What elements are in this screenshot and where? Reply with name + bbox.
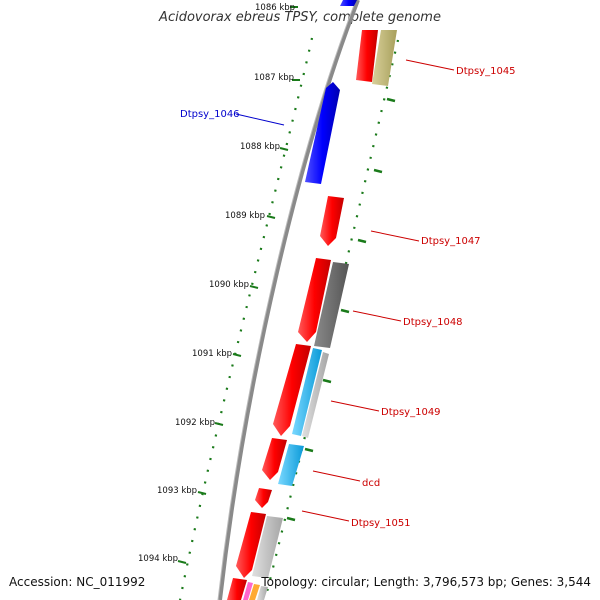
gene-dtpsy-1049-gray[interactable]	[302, 352, 329, 438]
gene-label-dtpsy-1049[interactable]: Dtpsy_1049	[381, 407, 441, 418]
tick-mark	[177, 560, 187, 564]
tick-label: 1087 kbp	[254, 73, 294, 83]
gene-dcd-cyan[interactable]	[278, 444, 304, 486]
gene-label-dtpsy-1051[interactable]: Dtpsy_1051	[351, 518, 411, 529]
accession-text: Accession: NC_011992	[9, 575, 146, 589]
tick-mark	[266, 215, 276, 219]
tick-label: 1088 kbp	[240, 142, 280, 152]
gene-label-dtpsy-1047[interactable]: Dtpsy_1047	[421, 236, 481, 247]
scale-ticks: 1086 kbp 1087 kbp 1088 kbp 1089 kbp 1090…	[138, 3, 300, 564]
gene-dcd-red[interactable]	[262, 438, 287, 480]
gene-bottom-gray[interactable]	[257, 586, 268, 600]
gene-dtpsy-1047[interactable]	[320, 196, 344, 246]
tick-label: 1091 kbp	[192, 349, 232, 359]
gene-label-dcd[interactable]: dcd	[362, 478, 380, 489]
label-leaders	[235, 59, 455, 522]
tick-label: 1094 kbp	[138, 554, 178, 564]
tick-label: 1093 kbp	[157, 486, 197, 496]
tick-mark	[249, 285, 259, 289]
gene-label-dtpsy-1048[interactable]: Dtpsy_1048	[403, 317, 463, 328]
gene-bottom-pink[interactable]	[243, 582, 253, 600]
gene-reverse-fragment[interactable]	[340, 0, 357, 6]
gene-labels: Dtpsy_1045 Dtpsy_1046 Dtpsy_1047 Dtpsy_1…	[180, 66, 516, 529]
topology-info: Topology: circular; Length: 3,796,573 bp…	[261, 575, 591, 589]
gene-bottom-red[interactable]	[227, 578, 247, 600]
gene-label-dtpsy-1045[interactable]: Dtpsy_1045	[456, 66, 516, 77]
gene-dtpsy-1049-cyan[interactable]	[292, 348, 322, 436]
backbone-arc-highlight	[217, 0, 357, 600]
tick-mark	[197, 491, 207, 495]
gene-small-red[interactable]	[255, 488, 272, 508]
gene-dtpsy-1051-red[interactable]	[236, 512, 266, 578]
gene-dtpsy-1049-red[interactable]	[273, 344, 311, 436]
gene-dtpsy-1045-red[interactable]	[356, 30, 378, 82]
gene-dtpsy-1045-khaki[interactable]	[372, 30, 397, 86]
gene-label-dtpsy-1046[interactable]: Dtpsy_1046	[180, 109, 240, 120]
gene-dtpsy-1046[interactable]	[305, 82, 340, 184]
gene-dtpsy-1051-gray[interactable]	[252, 516, 283, 578]
gene-dtpsy-1048-red[interactable]	[298, 258, 331, 342]
backbone-arc	[218, 0, 360, 600]
gc-skew-outer-dashes	[286, 97, 396, 522]
tick-mark	[232, 353, 242, 357]
map-title: Acidovorax ebreus TPSY, complete genome	[159, 10, 441, 25]
tick-mark	[214, 422, 224, 426]
tick-label: 1090 kbp	[209, 280, 249, 290]
tick-mark	[279, 147, 289, 151]
gene-dtpsy-1048-gray[interactable]	[314, 262, 349, 348]
tick-label: 1092 kbp	[175, 418, 215, 428]
tick-label: 1089 kbp	[225, 211, 265, 221]
tick-label: 1086 kbp	[255, 3, 295, 13]
gene-bottom-orange[interactable]	[249, 584, 260, 600]
gc-skew-inner-track	[178, 37, 314, 600]
